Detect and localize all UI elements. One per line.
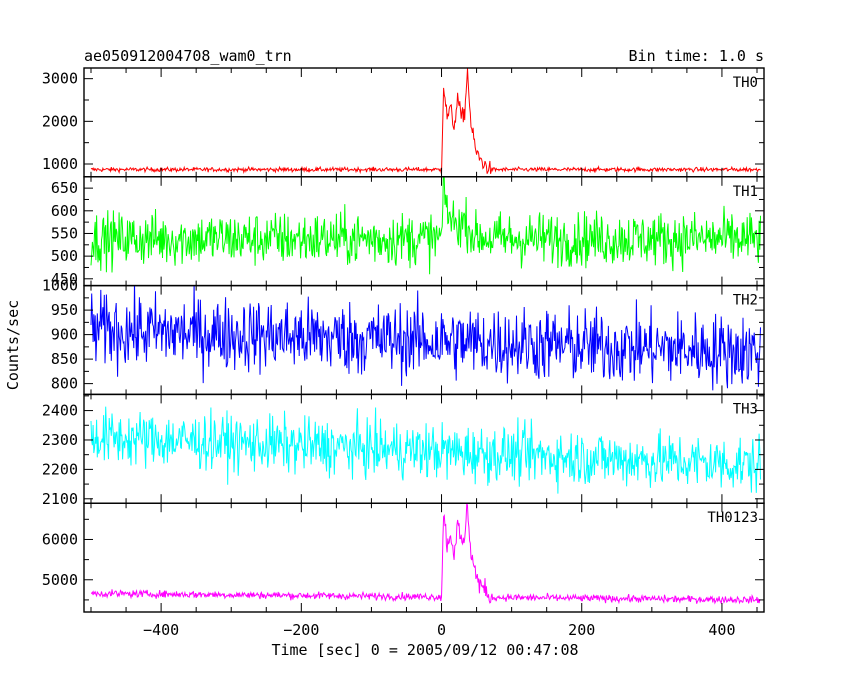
y-tick-label: 650 [51,179,78,197]
y-tick-label: 2400 [42,402,78,420]
panel-label-th0: TH0 [733,75,758,91]
x-tick-label: 400 [708,621,735,639]
panel-th0: 1000 2000 3000 TH0 [42,67,765,178]
x-axis-tick-labels: −400 −200 0 200 400 [143,621,735,639]
y-axis-title: Counts/sec [4,300,22,390]
y-tick-label: 2300 [42,431,78,449]
y-tick-label: 2200 [42,460,78,478]
panel-th0123: 5000 6000 TH0123 [42,502,765,613]
y-tick-label: 550 [51,224,78,242]
y-tick-label: 2100 [42,490,78,508]
y-tick-label: 3000 [42,70,78,88]
panel-label-th0123: TH0123 [707,510,758,526]
x-tick-label: 200 [568,621,595,639]
panel-label-th2: TH2 [733,293,758,309]
panel-label-th1: TH1 [733,184,758,200]
y-tick-label: 600 [51,202,78,220]
y-tick-label: 500 [51,247,78,265]
series-line-th0123 [91,503,761,605]
bin-time-label: Bin time: 1.0 s [629,47,764,65]
panel-th1: 450 500 550 600 650 TH1 [51,176,765,288]
y-tick-label: 450 [51,270,78,288]
y-tick-label: 1000 [42,277,78,295]
x-tick-label: −400 [143,621,179,639]
y-tick-label: 2000 [42,112,78,130]
series-line-th1 [90,176,761,275]
plot-panels: 1000 2000 3000 TH0 450 500 550 600 650 TH1 800 850 9… [42,67,765,613]
y-tick-label: 850 [51,350,78,368]
chart-title: ae050912004708_wam0_trn [84,47,292,65]
y-tick-label: 1000 [42,155,78,173]
x-axis-title: Time [sec] 0 = 2005/09/12 00:47:08 [271,641,578,659]
y-tick-label: 800 [51,375,78,393]
series-line-th3 [90,406,761,494]
y-tick-label: 950 [51,301,78,319]
y-tick-label: 5000 [42,571,78,589]
x-tick-label: −200 [283,621,319,639]
series-line-th0 [90,68,761,175]
panel-frame [83,67,765,178]
series-line-th2 [90,285,761,391]
panel-th2: 800 850 900 950 1000 TH2 [42,277,765,396]
x-tick-label: 0 [437,621,446,639]
y-tick-label: 900 [51,326,78,344]
panel-label-th3: TH3 [733,401,758,417]
panel-th3: 2100 2200 2300 2400 TH3 [42,393,765,508]
panel-frame [83,502,765,613]
y-tick-label: 6000 [42,530,78,548]
